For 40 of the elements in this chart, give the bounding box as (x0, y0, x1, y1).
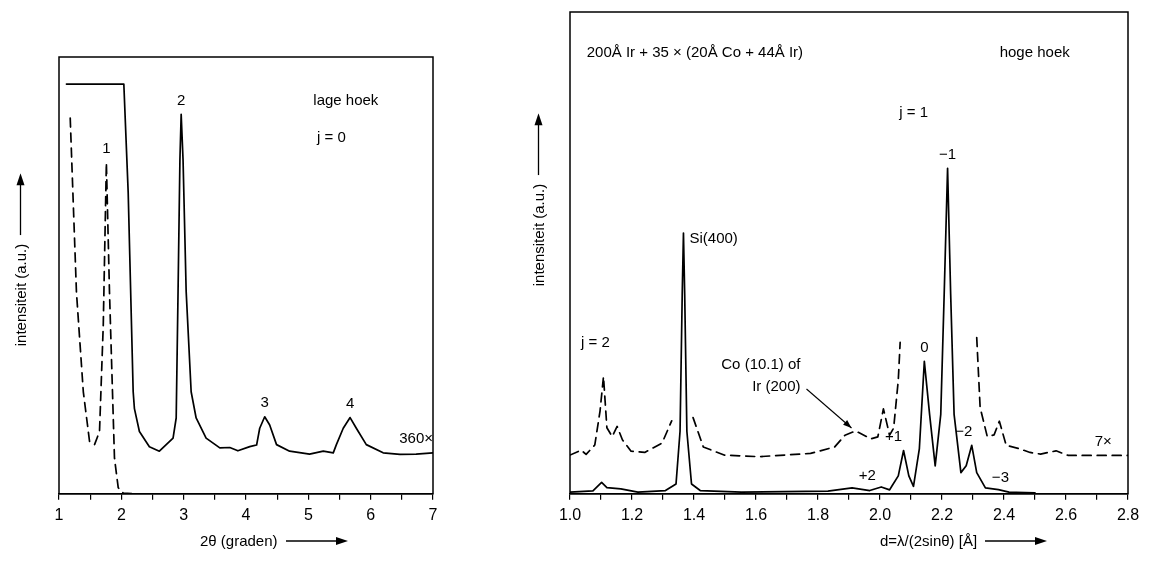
annotation: j = 2 (580, 333, 610, 351)
x-tick-label: 1.8 (806, 505, 830, 523)
x-tick-label: 1.4 (682, 505, 706, 523)
x-tick-label: 4 (241, 505, 251, 523)
y-axis-title: intensiteit (a.u.) (11, 243, 29, 347)
annotation: Si(400) (689, 228, 738, 246)
x-tick-label: 2.2 (930, 505, 954, 523)
annotation: −1 (939, 144, 957, 162)
x-tick-label: 5 (303, 505, 313, 523)
x-tick-label: 6 (366, 505, 376, 523)
annotation: +2 (858, 465, 876, 483)
annotation: 4 (345, 394, 355, 412)
x-axis-title: 2θ (graden) (200, 532, 278, 549)
annotation: 3 (260, 393, 269, 411)
annotation: 0 (920, 337, 929, 355)
text: j = 1 (898, 103, 928, 121)
text: hoge hoek (999, 43, 1071, 61)
x-tick-label: 2 (116, 505, 126, 523)
annotation: −2 (955, 421, 973, 439)
annotation: 360× (399, 428, 434, 446)
x-tick-label: 1.6 (744, 505, 768, 523)
x-tick-label: 3 (179, 505, 189, 523)
annotation: −3 (991, 468, 1009, 486)
y-axis-title: intensiteit (a.u.) (529, 183, 547, 287)
x-tick-label: 1 (54, 505, 64, 523)
x-tick-label: 1.0 (558, 505, 582, 523)
annotation: 2 (177, 91, 186, 109)
annotation: j = 0 (316, 127, 346, 145)
x-tick-label: 2.8 (1116, 505, 1140, 523)
annotation: lage hoek (313, 90, 379, 108)
x-tick-label: 1.2 (620, 505, 644, 523)
annotation: Co (10.1) of Ir (200) (721, 355, 802, 395)
annotation: 1 (102, 139, 111, 157)
x-tick-label: 2.0 (868, 505, 892, 523)
annotation: 7× (1094, 432, 1112, 450)
chart-title: 200Å Ir + 35 × (20Å Co + 44Å Ir) (586, 43, 804, 61)
x-tick-label: 2.4 (992, 505, 1016, 523)
x-tick-label: 7 (428, 505, 438, 523)
x-tick-label: 2.6 (1054, 505, 1078, 523)
x-axis-title: d=λ/(2sinθ) [Å] (880, 532, 978, 549)
